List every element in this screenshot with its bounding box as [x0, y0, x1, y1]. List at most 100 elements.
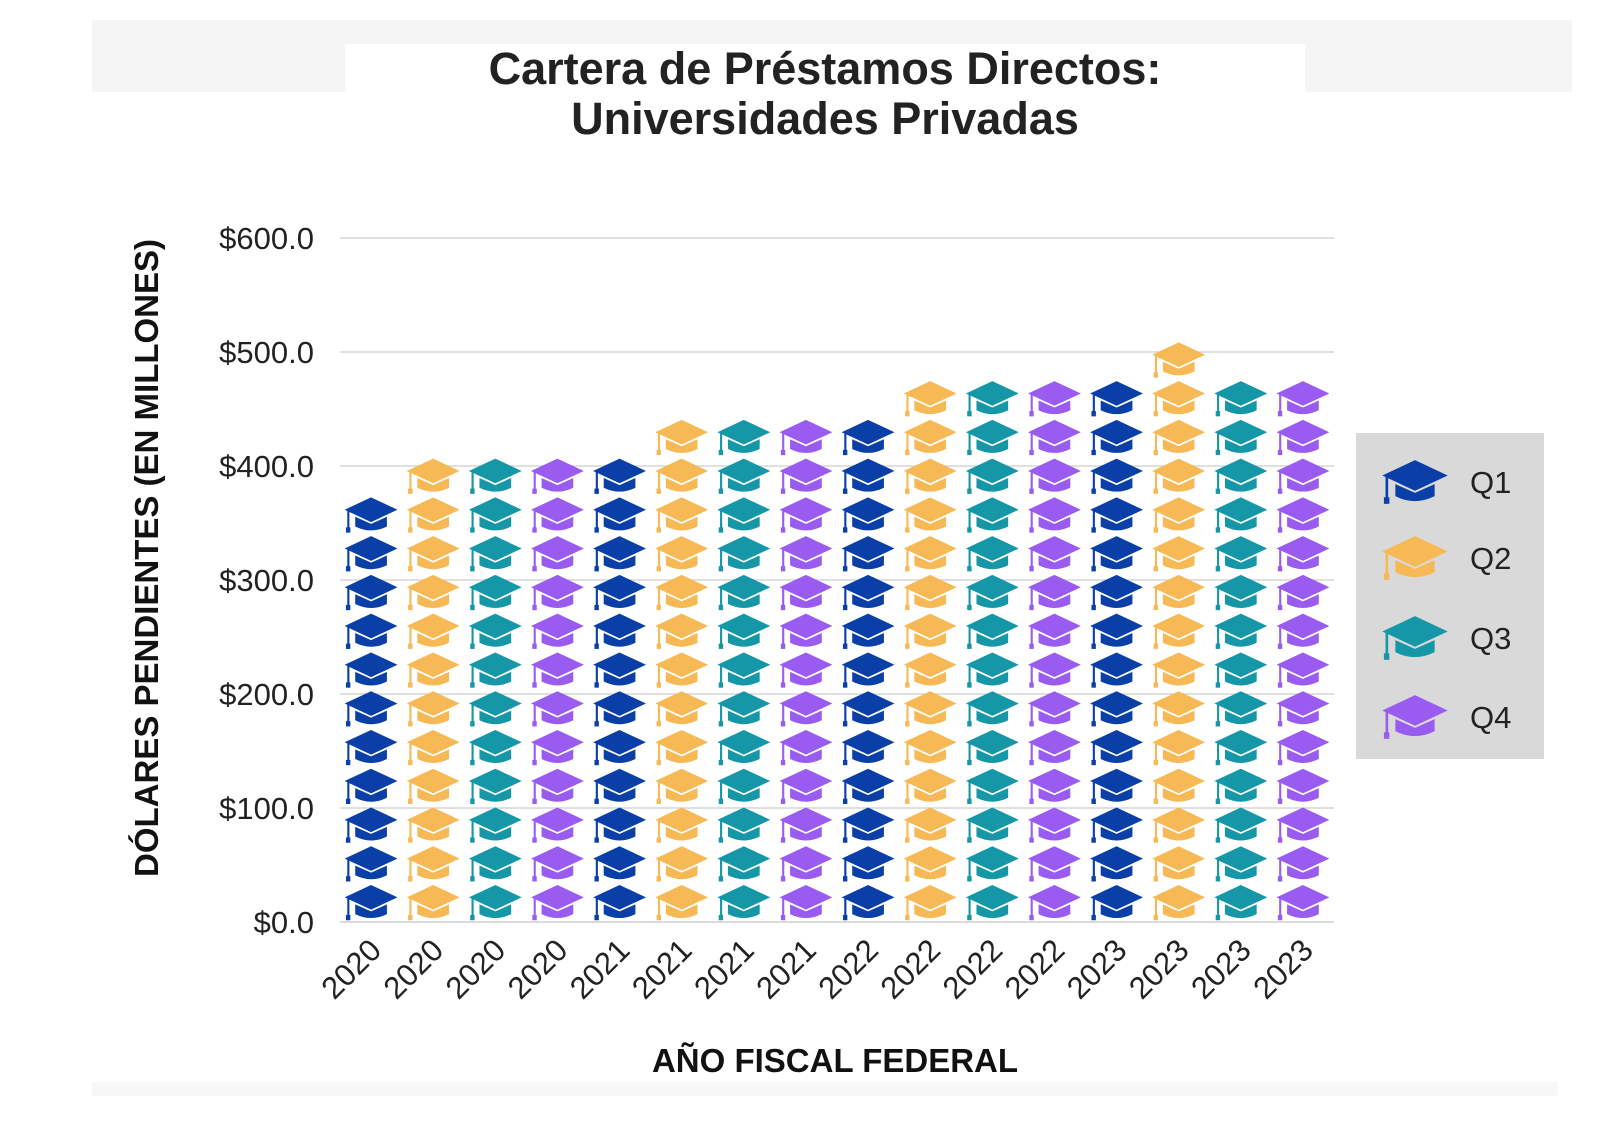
cap-icon	[903, 885, 957, 921]
cap-icon	[1090, 652, 1143, 688]
cap-icon	[1214, 352, 1268, 378]
cap-icon	[531, 652, 584, 688]
cap-icon	[593, 458, 646, 494]
cap-icon	[1090, 691, 1143, 727]
x-tick-label: 2021	[625, 932, 699, 1006]
x-tick-label: 2022	[874, 932, 948, 1006]
cap-icon	[903, 807, 957, 843]
cap-icon	[903, 381, 957, 417]
cap-icon	[593, 691, 646, 727]
cap-icon	[1276, 458, 1330, 494]
cap-icon	[344, 729, 398, 766]
cap-icon	[903, 729, 957, 766]
cap-icon	[1214, 536, 1268, 572]
cap-icon	[406, 458, 460, 494]
cap-icon	[655, 458, 709, 494]
cap-icon	[717, 652, 771, 688]
cap-icon	[1028, 361, 1081, 378]
cap-icon	[1028, 691, 1081, 727]
cap-icon	[841, 846, 895, 882]
cap-icon	[1276, 807, 1330, 843]
cap-icon	[655, 652, 709, 688]
cap-icon	[655, 885, 709, 921]
y-tick-label: $400.0	[219, 449, 314, 484]
cap-icon	[1090, 381, 1143, 417]
cap-icon	[1152, 342, 1206, 378]
cap-icon	[468, 768, 522, 804]
cap-icon	[1090, 419, 1143, 456]
cap-icon	[531, 536, 584, 572]
cap-icon	[965, 419, 1019, 456]
cap-icon	[406, 768, 460, 804]
bar-2021-Q1	[593, 437, 646, 921]
cap-icon	[965, 652, 1019, 688]
cap-icon	[1152, 768, 1206, 804]
cap-icon	[344, 536, 398, 572]
bar-2022-Q3	[965, 377, 1019, 921]
cap-icon	[1152, 613, 1206, 649]
cap-icon	[531, 885, 584, 921]
cap-icon	[1090, 497, 1143, 533]
cap-icon	[1028, 381, 1081, 417]
cap-icon	[779, 536, 833, 572]
bar-2021-Q2	[655, 397, 709, 921]
cap-icon	[468, 454, 522, 456]
cap-icon	[965, 885, 1019, 921]
cap-icon	[1276, 885, 1330, 921]
cap-icon	[779, 691, 833, 727]
cap-icon	[965, 691, 1019, 727]
cap-icon	[965, 613, 1019, 649]
cap-icon	[841, 497, 895, 533]
cap-icon	[1152, 691, 1206, 727]
cap-icon	[344, 885, 398, 921]
cap-icon	[1152, 729, 1206, 766]
cap-icon	[717, 497, 771, 533]
cap-icon	[841, 807, 895, 843]
cap-icon	[841, 419, 895, 456]
cap-icon	[655, 397, 709, 417]
cap-icon	[406, 613, 460, 649]
cap-icon	[406, 497, 460, 533]
cap-icon	[717, 458, 771, 494]
y-tick-label: $100.0	[219, 791, 314, 826]
cap-icon	[1028, 613, 1081, 649]
cap-icon	[655, 613, 709, 649]
x-tick-label: 2021	[563, 932, 637, 1006]
cap-icon	[1152, 846, 1206, 882]
cap-icon	[344, 846, 398, 882]
x-tick-label: 2023	[1246, 932, 1320, 1006]
cap-icon	[779, 846, 833, 882]
legend-item-q2: Q2	[1382, 536, 1511, 580]
cap-icon	[779, 419, 833, 456]
bar-2022-Q4	[1028, 361, 1081, 921]
cap-icon	[1028, 497, 1081, 533]
cap-icon	[593, 437, 646, 456]
x-tick-label: 2023	[1060, 932, 1134, 1006]
cap-icon	[1214, 691, 1268, 727]
bar-2020-Q4	[531, 439, 584, 921]
cap-icon	[593, 729, 646, 766]
bar-2020-Q1	[344, 463, 398, 921]
cap-icon	[1276, 652, 1330, 688]
cap-icon	[1090, 846, 1143, 882]
chart-title-line2: Universidades Privadas	[571, 93, 1079, 144]
cap-icon	[779, 497, 833, 533]
x-tick-label: 2022	[998, 932, 1072, 1006]
cap-icon	[717, 729, 771, 766]
cap-icon	[841, 691, 895, 727]
cap-icon	[655, 846, 709, 882]
legend-label: Q4	[1470, 700, 1511, 735]
cap-icon	[903, 691, 957, 727]
cap-icon	[903, 652, 957, 688]
cap-icon	[841, 536, 895, 572]
cap-icon	[1152, 419, 1206, 456]
cap-icon	[468, 691, 522, 727]
y-axis-ticks: $0.0 $100.0 $200.0 $300.0 $400.0 $500.0 $600.0	[219, 221, 314, 940]
legend-label: Q3	[1470, 621, 1511, 656]
cap-icon	[468, 729, 522, 766]
cap-icon	[344, 691, 398, 727]
cap-icon	[531, 613, 584, 649]
cap-icon	[593, 652, 646, 688]
cap-icon	[1028, 652, 1081, 688]
